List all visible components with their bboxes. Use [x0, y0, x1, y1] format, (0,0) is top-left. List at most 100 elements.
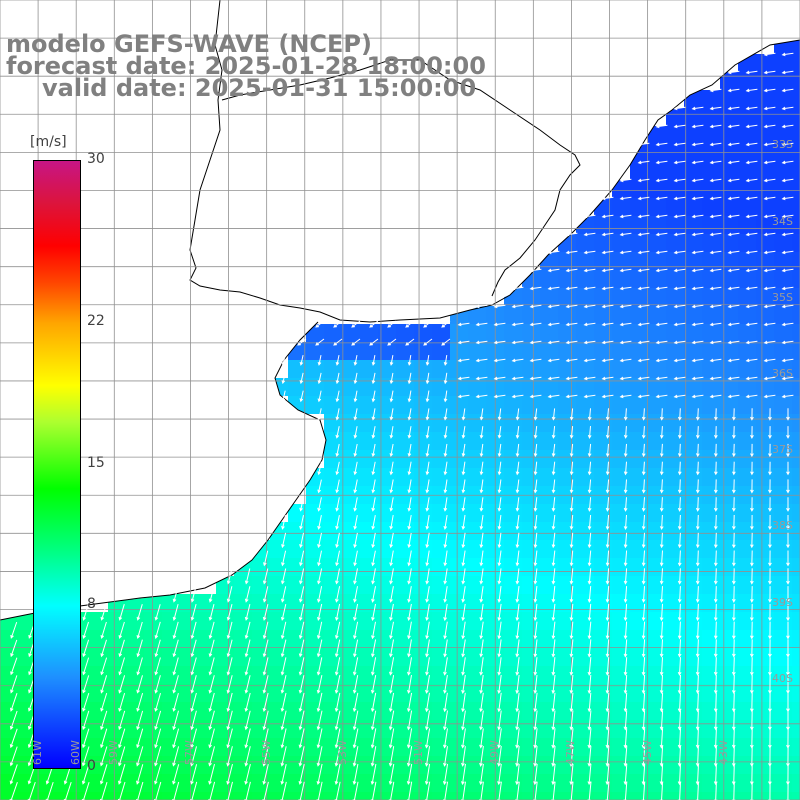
wind-arrow [655, 268, 668, 273]
wind-arrow [731, 532, 736, 549]
wind-speed-cell [0, 630, 18, 648]
wind-arrow [154, 639, 161, 658]
wind-arrow [655, 214, 668, 219]
wind-speed-cell [234, 576, 252, 594]
wind-arrow [745, 268, 758, 273]
wind-speed-cell [216, 594, 234, 612]
wind-arrow [475, 376, 488, 381]
wind-speed-cell [612, 612, 630, 630]
wind-arrow [569, 568, 574, 585]
wind-arrow [673, 196, 686, 201]
wind-arrow [786, 621, 790, 640]
wind-arrow [262, 675, 269, 694]
wind-speed-cell [540, 630, 558, 648]
wind-arrow [208, 728, 215, 749]
wind-speed-cell [360, 414, 378, 432]
wind-arrow [529, 394, 542, 399]
wind-speed-cell [270, 666, 288, 684]
wind-arrow [407, 621, 412, 640]
wind-arrow [763, 358, 776, 363]
wind-speed-cell [756, 774, 774, 792]
wind-arrow [623, 710, 628, 731]
wind-arrow [461, 639, 466, 658]
wind-speed-cell [684, 252, 702, 270]
wind-arrow [443, 675, 448, 694]
wind-speed-cell [0, 792, 18, 800]
wind-speed-cell [540, 522, 558, 540]
wind-arrow [691, 268, 704, 273]
wind-arrow [317, 461, 322, 476]
wind-speed-cell [540, 792, 558, 800]
wind-speed-cell [738, 702, 756, 720]
wind-arrow [637, 160, 650, 165]
wind-arrow [443, 710, 448, 731]
wind-speed-cell [432, 504, 450, 522]
wind-arrow [533, 728, 538, 749]
wind-arrow [731, 514, 736, 531]
wind-speed-cell [576, 360, 594, 378]
wind-speed-cell [396, 324, 414, 342]
wind-arrow [749, 621, 754, 640]
wind-speed-cell [162, 666, 180, 684]
wind-arrow [334, 692, 341, 713]
wind-arrow [677, 639, 682, 658]
wind-arrow [551, 426, 556, 439]
wind-arrow [623, 408, 628, 421]
wind-speed-cell [360, 540, 378, 558]
wind-arrow [655, 322, 668, 327]
colorbar-tick: 15 [87, 454, 105, 471]
wind-speed-cell [306, 684, 324, 702]
wind-speed-cell [324, 792, 342, 800]
wind-arrow [565, 286, 578, 291]
wind-arrow [727, 304, 740, 309]
wind-speed-cell [576, 558, 594, 576]
wind-arrow [601, 322, 614, 327]
wind-speed-cell [738, 504, 756, 522]
wind-arrow [298, 710, 305, 731]
wind-arrow [695, 408, 700, 421]
wind-speed-cell [270, 540, 288, 558]
wind-arrow [709, 106, 722, 111]
wind-arrow [100, 746, 108, 767]
wind-arrow [136, 621, 143, 639]
wind-speed-cell [540, 666, 558, 684]
wind-speed-cell [684, 702, 702, 720]
wind-speed-cell [612, 324, 630, 342]
wind-arrow [406, 728, 413, 749]
wind-arrow [533, 479, 538, 494]
wind-arrow [352, 657, 359, 676]
wind-arrow [605, 479, 610, 494]
wind-arrow [691, 304, 704, 309]
wind-arrow [565, 394, 578, 399]
wind-speed-cell [774, 756, 792, 774]
wind-arrow [10, 639, 18, 658]
wind-speed-cell [612, 738, 630, 756]
wind-speed-cell [666, 612, 684, 630]
wind-speed-cell [522, 576, 540, 594]
wind-arrow [623, 550, 628, 567]
wind-speed-cell [738, 666, 756, 684]
wind-speed-cell [468, 558, 486, 576]
wind-speed-cell [522, 396, 540, 414]
wind-speed-cell [594, 252, 612, 270]
wind-arrow [623, 657, 628, 676]
wind-arrow [763, 268, 776, 273]
wind-arrow [750, 532, 754, 549]
wind-speed-cell [432, 630, 450, 648]
wind-speed-cell [36, 792, 54, 800]
wind-arrow [262, 728, 269, 749]
wind-speed-cell [234, 684, 252, 702]
wind-speed-cell [234, 648, 252, 666]
wind-arrow [335, 390, 340, 403]
wind-speed-cell [774, 630, 792, 648]
wind-arrow [659, 479, 664, 494]
wind-arrow [619, 358, 632, 363]
wind-arrow [407, 408, 412, 421]
wind-speed-cell [684, 522, 702, 540]
wind-speed-cell [756, 414, 774, 432]
wind-speed-cell [450, 522, 468, 540]
wind-arrow [533, 586, 538, 603]
wind-arrow [731, 621, 736, 640]
wind-arrow [605, 497, 610, 512]
wind-speed-cell [774, 144, 792, 162]
